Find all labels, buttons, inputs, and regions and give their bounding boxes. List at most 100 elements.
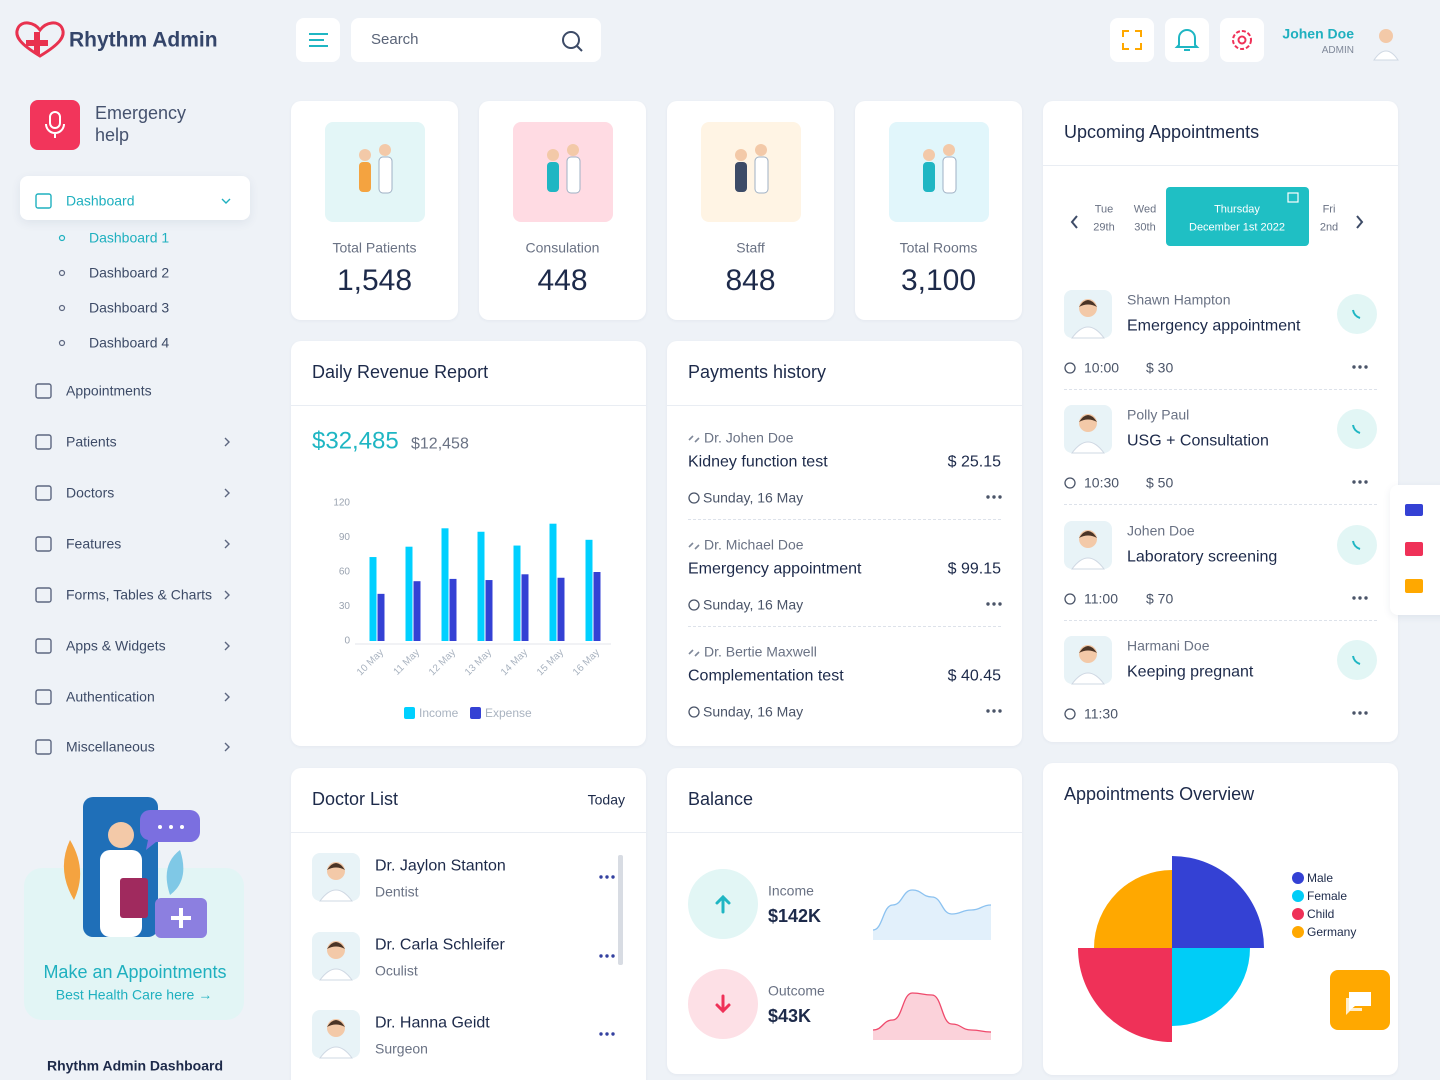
appointment-type: USG + Consultation (1127, 432, 1269, 450)
card-title: Upcoming Appointments (1064, 122, 1260, 143)
submenu-bullet (58, 234, 66, 242)
balance-card (667, 768, 1022, 1074)
chevron (224, 641, 230, 651)
chevron (224, 692, 230, 702)
payments-card (667, 341, 1022, 746)
appointment-price: $ 50 (1146, 474, 1174, 491)
card-title: Payments history (688, 362, 827, 383)
promo-link[interactable]: Best Health Care here → (55, 986, 213, 1003)
icon-button[interactable] (1165, 18, 1209, 62)
stat-value: 1,548 (336, 264, 413, 297)
menu-item[interactable]: Appointments (66, 382, 152, 399)
promo-bubble (139, 810, 200, 850)
menu-item[interactable]: Apps & Widgets (66, 637, 166, 654)
user-name: Johen Doe (1282, 25, 1354, 42)
calendar-date[interactable]: 30th (1134, 221, 1156, 234)
menu-button[interactable] (296, 18, 340, 62)
emergency-text[interactable]: Emergency help (95, 103, 187, 145)
menu-icon (35, 383, 52, 399)
menu-item[interactable]: Miscellaneous (66, 738, 155, 755)
icon-button[interactable] (1220, 18, 1264, 62)
stat-icon (889, 122, 989, 222)
appointment-time: 11:00 (1084, 590, 1118, 607)
doctor-specialty: Surgeon (375, 1040, 428, 1057)
balance-amount: $43K (768, 1006, 812, 1027)
payment-date: Sunday, 16 May (703, 703, 804, 720)
divider (291, 405, 646, 406)
doctor-specialty: Dentist (375, 883, 419, 900)
divider (1064, 389, 1377, 390)
payment-test: Complementation test (688, 667, 844, 685)
card-title: Balance (688, 789, 754, 810)
user-role: ADMIN (1321, 45, 1354, 56)
submenu-item[interactable]: Dashboard 3 (89, 299, 170, 316)
promo-title[interactable]: Make an Appointments (43, 962, 227, 983)
calendar-date[interactable]: December 1st 2022 (1189, 221, 1285, 234)
appointment-type: Emergency appointment (1127, 317, 1301, 335)
logo-heart (15, 21, 65, 58)
menu-item[interactable]: Patients (66, 433, 117, 450)
calendar-day[interactable]: Thursday (1214, 203, 1260, 216)
patient-name: Polly Paul (1127, 406, 1190, 423)
payment-date: Sunday, 16 May (703, 596, 804, 613)
balance-label: Outcome (768, 982, 825, 999)
promo-bubble-dot (169, 825, 173, 829)
card-title: Daily Revenue Report (312, 362, 489, 383)
divider (1064, 504, 1377, 505)
calendar-day[interactable]: Fri (1322, 203, 1336, 216)
revenue-total: $32,485 (312, 427, 399, 455)
submenu-item[interactable]: Dashboard 4 (89, 334, 170, 351)
search-box[interactable] (351, 18, 601, 62)
doctor-filter[interactable]: Today (587, 791, 625, 808)
card-title: Appointments Overview (1064, 784, 1255, 805)
menu-icon (35, 587, 52, 603)
patient-name: Harmani Doe (1127, 637, 1210, 654)
divider (1064, 620, 1377, 621)
submenu-bullet (58, 269, 66, 277)
chevron (224, 590, 230, 600)
calendar-day[interactable]: Wed (1133, 203, 1157, 216)
calendar-date[interactable]: 29th (1093, 221, 1115, 234)
menu-item[interactable]: Dashboard (66, 192, 135, 209)
menu-icon (35, 485, 52, 501)
stat-label: Total Rooms (899, 239, 978, 256)
logo-text: Rhythm Admin (69, 28, 218, 52)
card-title: Doctor List (312, 789, 399, 810)
submenu-item[interactable]: Dashboard 1 (89, 229, 170, 246)
appointment-time: 10:00 (1084, 359, 1120, 376)
payment-date: Sunday, 16 May (703, 489, 804, 506)
menu-icon (35, 536, 52, 552)
doctor-name: Dr. Hanna Geidt (375, 1014, 490, 1032)
icon-button[interactable] (1110, 18, 1154, 62)
stat-label: Total Patients (332, 239, 417, 256)
stat-icon (325, 122, 425, 222)
revenue-card (291, 341, 646, 746)
payment-test: Kidney function test (688, 453, 828, 471)
stat-label: Staff (736, 239, 765, 256)
chevron (224, 742, 230, 752)
calendar-day[interactable]: Tue (1094, 203, 1114, 216)
menu-item[interactable]: Authentication (66, 688, 155, 705)
submenu-bullet (58, 304, 66, 312)
emergency-icon[interactable] (30, 100, 80, 150)
menu-item[interactable]: Forms, Tables & Charts (66, 586, 213, 603)
doctor-name: Dr. Jaylon Stanton (375, 857, 506, 875)
menu-item[interactable]: Doctors (66, 484, 115, 501)
submenu-item[interactable]: Dashboard 2 (89, 264, 170, 281)
calendar-active[interactable] (1166, 187, 1309, 246)
menu-icon (35, 689, 52, 705)
stat-value: 848 (725, 264, 776, 297)
overview-card (1043, 763, 1398, 1075)
payment-amount: $ 25.15 (947, 453, 1001, 471)
divider (1043, 165, 1398, 166)
calendar-date[interactable]: 2nd (1319, 221, 1339, 234)
quick-panel (1390, 485, 1440, 615)
menu-item[interactable]: Features (66, 535, 122, 552)
appointment-price: $ 70 (1146, 590, 1174, 607)
chevron (224, 488, 230, 498)
payment-doctor: Dr. Bertie Maxwell (704, 643, 817, 660)
active-menu[interactable] (20, 176, 250, 220)
